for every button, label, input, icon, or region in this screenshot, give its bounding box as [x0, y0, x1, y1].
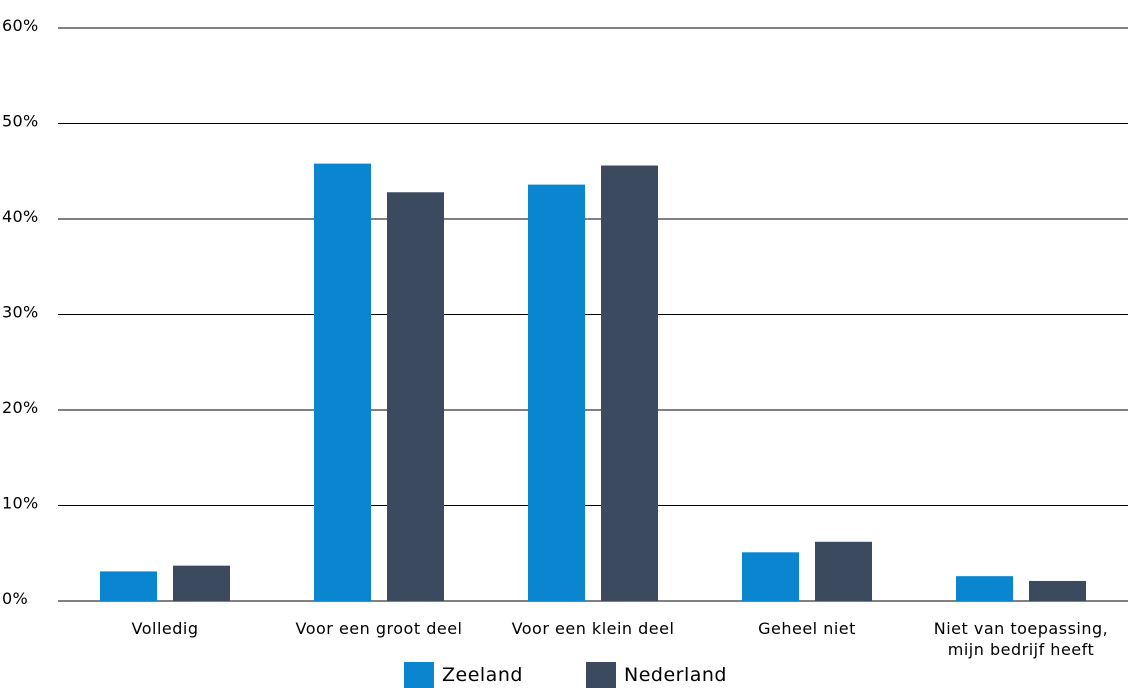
- y-tick-label: 30%: [2, 303, 38, 322]
- bar-nederland: [815, 541, 872, 601]
- y-tick-label: 10%: [2, 494, 38, 513]
- legend-label-zeeland: Zeeland: [442, 664, 523, 686]
- chart-svg: 0% 10% 20% 30% 40% 50% 60% Volledig Voor een gro…: [2, 16, 1128, 680]
- bar-zeeland: [742, 552, 799, 601]
- bar-zeeland: [314, 163, 371, 602]
- legend-item-zeeland: Zeeland: [404, 662, 523, 688]
- bar-nederland: [387, 192, 444, 601]
- x-tick-label: mijn bedrijf heeft: [948, 640, 1095, 659]
- x-tick-label: Geheel niet: [758, 619, 856, 638]
- bar-zeeland: [956, 576, 1013, 601]
- y-tick-label: 20%: [2, 398, 38, 417]
- x-tick-label: Volledig: [132, 619, 199, 638]
- bar-zeeland: [528, 184, 585, 601]
- legend-swatch-zeeland: [404, 662, 434, 688]
- y-tick-label: 40%: [2, 207, 38, 226]
- bar-zeeland: [100, 571, 157, 601]
- x-tick-label: Niet van toepassing,: [934, 619, 1108, 638]
- y-tick-label: 60%: [2, 16, 38, 35]
- x-tick-label: Voor een klein deel: [512, 619, 675, 638]
- y-tick-label: 50%: [2, 112, 38, 131]
- legend-item-nederland: Nederland: [586, 662, 727, 688]
- legend-label-nederland: Nederland: [624, 664, 727, 686]
- bar-nederland: [601, 165, 658, 601]
- bar-nederland: [173, 565, 230, 601]
- x-tick-label: Voor een groot deel: [296, 619, 463, 638]
- legend-swatch-nederland: [586, 662, 616, 688]
- y-tick-label: 0%: [2, 589, 28, 608]
- legend: Zeeland Nederland: [0, 662, 1131, 688]
- bar-nederland: [1029, 580, 1086, 601]
